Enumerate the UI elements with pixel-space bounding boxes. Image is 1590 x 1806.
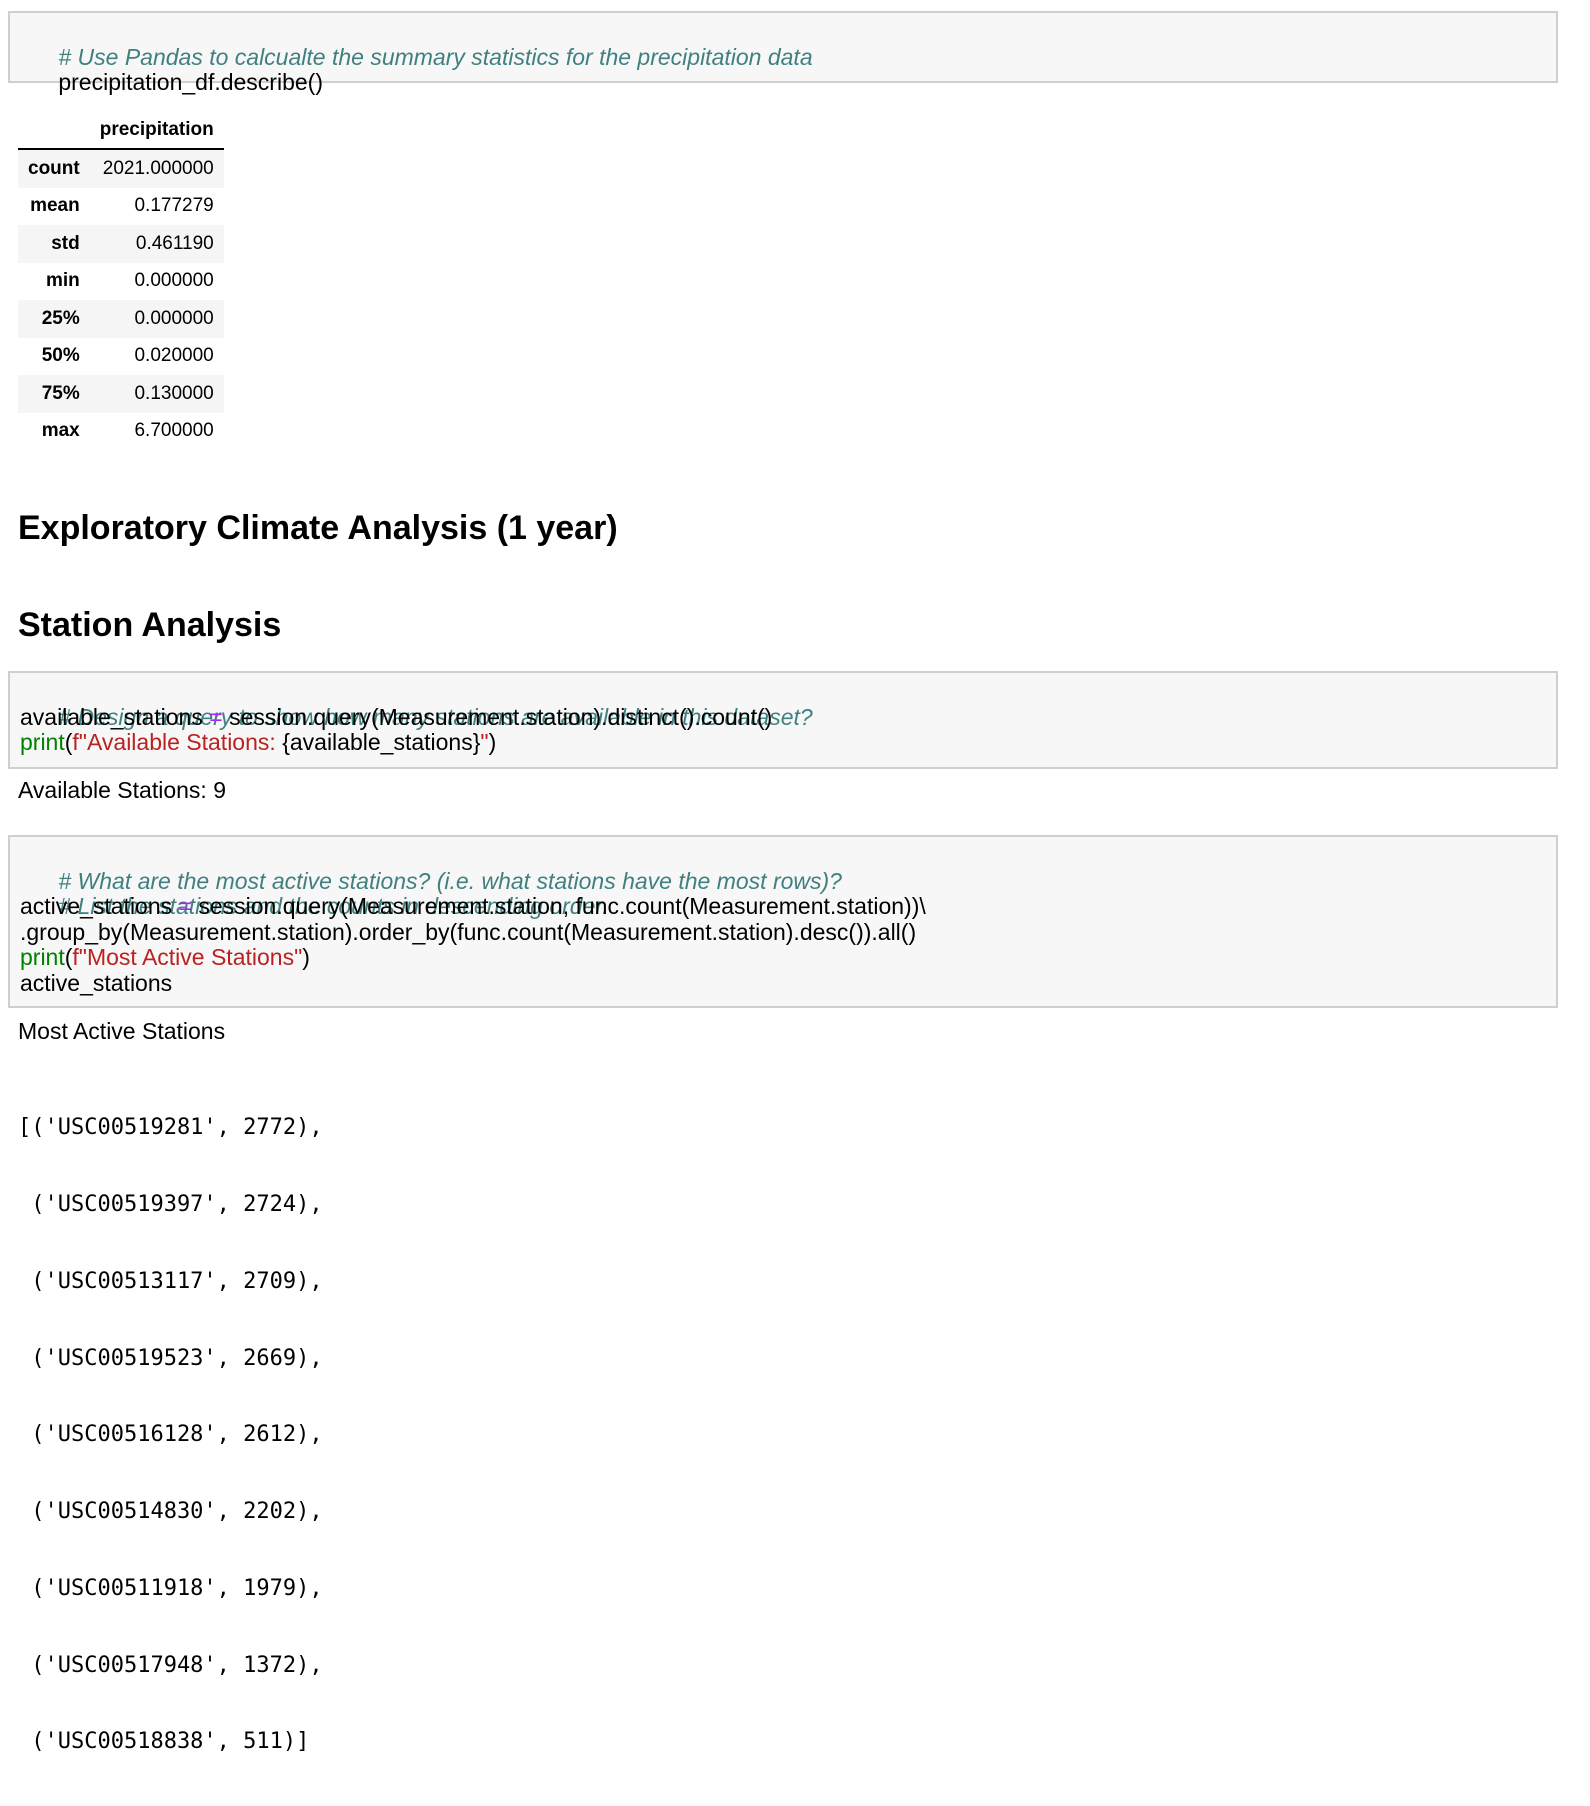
table-row: count 2021.000000 xyxy=(18,149,224,188)
code-builtin: print xyxy=(20,944,65,971)
row-value: 2021.000000 xyxy=(102,157,214,179)
code-builtin: print xyxy=(20,729,65,756)
output-available-stations: Available Stations: 9 xyxy=(18,777,226,803)
row-value: 0.000000 xyxy=(134,307,214,329)
code-cell-available-stations[interactable]: # Design a query to show how many statio… xyxy=(8,671,1558,769)
list-item: ('USC00517948', 1372), xyxy=(18,1652,323,1678)
code-comment: # Design a query to show how many statio… xyxy=(58,703,813,730)
code-paren: ( xyxy=(64,729,73,756)
list-item: ('USC00519523', 2669), xyxy=(18,1345,323,1371)
row-label: mean xyxy=(30,195,80,217)
code-interpolation: {available_stations} xyxy=(282,729,481,756)
code-paren: ( xyxy=(64,944,73,971)
code-text: .group_by(Measurement.station).order_by(… xyxy=(20,918,917,945)
table-row: max 6.700000 xyxy=(18,413,224,451)
table-row: mean 0.177279 xyxy=(18,188,224,226)
code-variable: active_stations xyxy=(20,893,173,920)
code-comment: # What are the most active stations? (i.… xyxy=(58,867,842,894)
row-value: 0.461190 xyxy=(135,232,214,254)
code-line: .group_by(Measurement.station).order_by(… xyxy=(20,918,1546,946)
describe-dataframe: precipitation count 2021.000000 mean 0.1… xyxy=(18,112,224,450)
code-cell-describe[interactable]: # Use Pandas to calcualte the summary st… xyxy=(8,11,1558,95)
heading-station-analysis: Station Analysis xyxy=(18,606,282,644)
list-item: ('USC00513117', 2709), xyxy=(18,1268,323,1294)
code-line: print(f"Most Active Stations") xyxy=(20,945,1546,971)
row-label: max xyxy=(41,420,80,442)
output-station-list: [('USC00519281', 2772), ('USC00519397', … xyxy=(18,1064,323,1806)
code-line: active_stations xyxy=(20,969,1546,997)
code-line: precipitation_df.describe() xyxy=(20,45,1546,95)
row-label: 25% xyxy=(41,307,80,329)
code-paren: ) xyxy=(302,944,310,971)
code-comment: # Use Pandas to calcualte the summary st… xyxy=(58,43,813,70)
table-corner xyxy=(18,112,90,150)
code-line: # List the stations and the counts in de… xyxy=(20,869,1546,919)
table-row: 75% 0.130000 xyxy=(18,375,224,413)
list-item: ('USC00519397', 2724), xyxy=(18,1191,323,1217)
code-comment: # List the stations and the counts in de… xyxy=(58,893,609,920)
code-string: f"Available Stations: xyxy=(72,729,283,756)
code-variable: available_stations xyxy=(20,703,203,730)
code-string: " xyxy=(480,729,489,756)
notebook: # Use Pandas to calcualte the summary st… xyxy=(8,11,1558,1754)
table-header-row: precipitation xyxy=(18,112,224,150)
code-line: available_stations = session.query(Measu… xyxy=(20,703,1546,731)
row-label: 50% xyxy=(41,345,80,367)
table-row: min 0.000000 xyxy=(18,263,224,301)
table-row: 50% 0.020000 xyxy=(18,338,224,376)
list-item: ('USC00511918', 1979), xyxy=(18,1575,323,1601)
row-label: 75% xyxy=(41,382,80,404)
code-operator: = xyxy=(209,703,223,730)
output-most-active-label: Most Active Stations xyxy=(18,1018,226,1044)
code-string: f"Most Active Stations" xyxy=(72,944,303,971)
column-header: precipitation xyxy=(89,112,224,150)
code-line: # Use Pandas to calcualte the summary st… xyxy=(20,19,1546,70)
list-item: ('USC00516128', 2612), xyxy=(18,1422,323,1448)
list-item: [('USC00519281', 2772), xyxy=(18,1115,323,1141)
code-paren: ) xyxy=(488,729,497,756)
code-text: session.query(Measurement.station).disti… xyxy=(229,703,773,730)
code-line: print(f"Available Stations: {available_s… xyxy=(20,729,1546,756)
row-label: min xyxy=(45,270,80,292)
row-value: 0.177279 xyxy=(134,195,214,217)
list-item: ('USC00518838', 511)] xyxy=(18,1729,310,1755)
code-line: # What are the most active stations? (i.… xyxy=(20,843,1546,894)
code-text: active_stations xyxy=(20,969,173,996)
code-text: precipitation_df.describe() xyxy=(58,69,323,96)
code-operator: = xyxy=(178,893,192,920)
row-label: std xyxy=(51,232,80,254)
code-cell-active-stations[interactable]: # What are the most active stations? (i.… xyxy=(8,835,1558,1008)
row-value: 0.000000 xyxy=(134,270,214,292)
row-label: count xyxy=(28,157,80,179)
row-value: 0.130000 xyxy=(134,382,214,404)
code-line: active_stations = session.query(Measurem… xyxy=(20,893,1546,920)
list-item: ('USC00514830', 2202), xyxy=(18,1499,323,1525)
heading-exploratory: Exploratory Climate Analysis (1 year) xyxy=(18,509,618,547)
row-value: 0.020000 xyxy=(134,345,214,367)
row-value: 6.700000 xyxy=(134,420,214,442)
table-row: 25% 0.000000 xyxy=(18,300,224,338)
code-line: # Design a query to show how many statio… xyxy=(20,679,1546,730)
table-row: std 0.461190 xyxy=(18,225,224,263)
code-text: session.query(Measurement.station, func.… xyxy=(198,893,926,920)
